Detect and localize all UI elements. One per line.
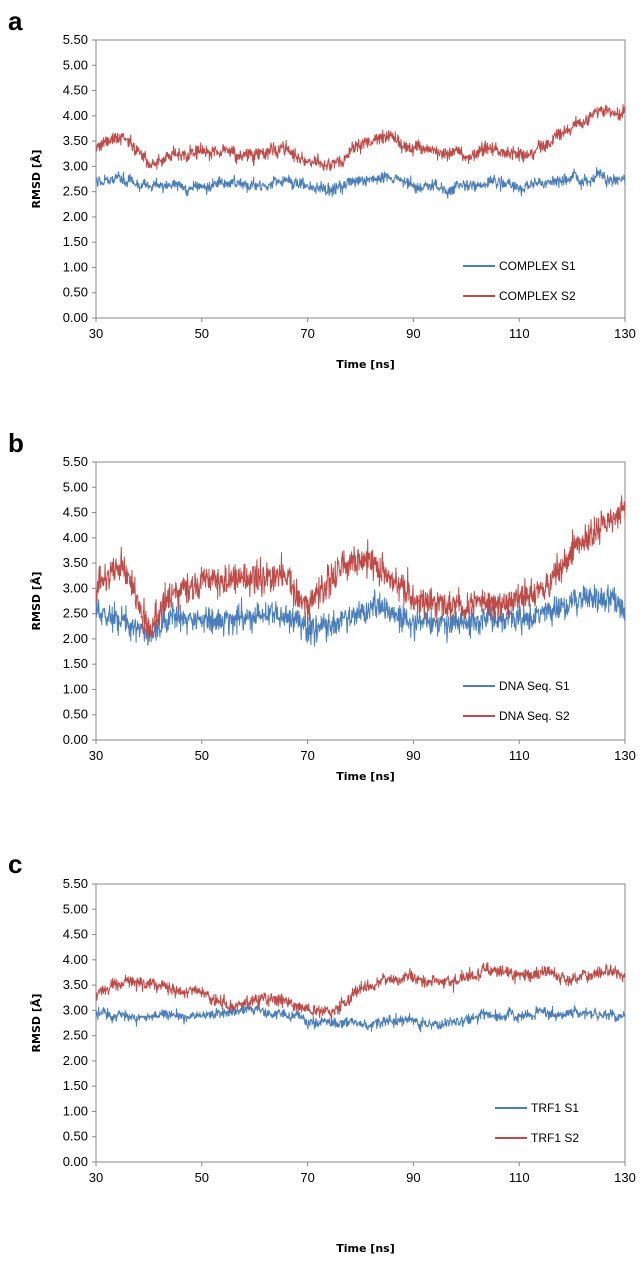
legend-label: COMPLEX S1: [499, 259, 576, 273]
y-tick-label: 2.00: [63, 1053, 88, 1068]
y-tick-label: 1.50: [63, 234, 88, 249]
panel-c: c 0.00 0.50 1.00 1.50 2.00 2.50 3.00 3.50 4.00 4.…: [8, 849, 636, 1255]
y-tick-label: 0.50: [63, 285, 88, 300]
y-tick-label: 2.50: [63, 184, 88, 199]
y-tick-label: 0.00: [63, 310, 88, 325]
x-tick-label: 50: [195, 326, 209, 341]
x-tick-label: 70: [300, 748, 314, 763]
y-tick-label: 2.50: [63, 1028, 88, 1043]
x-tick-label: 130: [614, 748, 636, 763]
series-line-1: [95, 167, 626, 199]
y-axis-title: RMSD [Å]: [30, 572, 43, 631]
series-line-1: [95, 584, 626, 647]
y-tick-label: 0.50: [63, 1129, 88, 1144]
y-tick-label: 5.00: [63, 901, 88, 916]
x-axis-title: Time [ns]: [336, 1242, 394, 1255]
y-tick-label: 3.50: [63, 133, 88, 148]
y-tick-label: 1.50: [63, 1078, 88, 1093]
panel-a: a 0.00 0.50 1.00 1.50 2.00 2.50 3.00 3.50 4.00 4.…: [8, 6, 636, 371]
y-tick-label: 0.50: [63, 707, 88, 722]
series-line-2: [95, 962, 626, 1022]
y-tick-label: 5.00: [63, 57, 88, 72]
panel-letter: c: [8, 849, 22, 879]
y-tick-label: 0.00: [63, 1154, 88, 1169]
x-tick-label: 90: [406, 1170, 420, 1185]
y-tick-label: 5.50: [63, 454, 88, 469]
series-line-2: [95, 495, 626, 642]
panel-b: b 0.00 0.50 1.00 1.50 2.00 2.50 3.00 3.50 4.00 4.…: [8, 428, 636, 783]
y-tick-label: 4.50: [63, 927, 88, 942]
plot-area: [95, 883, 626, 1163]
y-tick-label: 3.00: [63, 1002, 88, 1017]
y-tick-label: 1.50: [63, 656, 88, 671]
x-tick-label: 90: [406, 326, 420, 341]
y-tick-label: 2.50: [63, 606, 88, 621]
y-tick-label: 5.50: [63, 32, 88, 47]
panel-letter: b: [8, 428, 24, 458]
x-tick-label: 70: [300, 1170, 314, 1185]
y-tick-label: 5.50: [63, 876, 88, 891]
y-tick-label: 3.50: [63, 977, 88, 992]
y-tick-label: 2.00: [63, 631, 88, 646]
legend-label: COMPLEX S2: [499, 289, 576, 303]
x-tick-label: 30: [89, 748, 103, 763]
x-tick-label: 50: [195, 1170, 209, 1185]
x-tick-label: 50: [195, 748, 209, 763]
legend-label: TRF1 S1: [531, 1101, 579, 1115]
y-tick-label: 5.00: [63, 479, 88, 494]
y-tick-label: 4.00: [63, 952, 88, 967]
x-axis-title: Time [ns]: [336, 358, 394, 371]
y-tick-label: 4.00: [63, 530, 88, 545]
legend-label: DNA Seq. S1: [499, 679, 570, 693]
x-tick-label: 110: [509, 1170, 530, 1185]
y-tick-label: 3.00: [63, 580, 88, 595]
x-tick-label: 70: [300, 326, 314, 341]
y-tick-label: 0.00: [63, 732, 88, 747]
y-tick-label: 2.00: [63, 209, 88, 224]
y-tick-label: 1.00: [63, 681, 88, 696]
y-tick-label: 3.50: [63, 555, 88, 570]
x-tick-label: 90: [406, 748, 420, 763]
legend-label: DNA Seq. S2: [499, 709, 570, 723]
x-tick-label: 130: [614, 1170, 636, 1185]
series-line-2: [95, 104, 626, 171]
y-tick-label: 4.50: [63, 505, 88, 520]
x-tick-label: 30: [89, 1170, 103, 1185]
x-axis-title: Time [ns]: [336, 770, 394, 783]
x-tick-label: 110: [509, 748, 530, 763]
x-tick-label: 30: [89, 326, 103, 341]
y-tick-label: 3.00: [63, 158, 88, 173]
plot-area: [95, 461, 626, 741]
y-axis-title: RMSD [Å]: [30, 994, 43, 1053]
y-axis-title: RMSD [Å]: [30, 150, 43, 209]
y-tick-label: 1.00: [63, 1103, 88, 1118]
legend-label: TRF1 S2: [531, 1131, 579, 1145]
y-tick-label: 1.00: [63, 259, 88, 274]
y-tick-label: 4.50: [63, 83, 88, 98]
panel-letter: a: [8, 6, 23, 36]
series-line-1: [95, 1003, 626, 1033]
y-tick-label: 4.00: [63, 108, 88, 123]
x-tick-label: 110: [509, 326, 530, 341]
x-tick-label: 130: [614, 326, 636, 341]
